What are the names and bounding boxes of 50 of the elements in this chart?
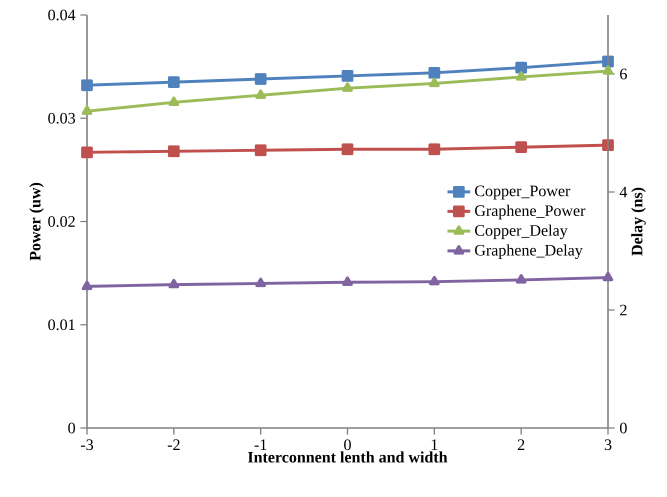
y-tick-label: 0.03 (48, 112, 76, 124)
point (429, 78, 440, 88)
x-tick-label: 1 (432, 439, 438, 450)
y2-axis-title: Delay (ns) (631, 188, 646, 256)
legend-label: Graphene_Power (475, 204, 586, 220)
x-tick-label: -3 (80, 439, 94, 450)
point (428, 143, 440, 156)
point (81, 79, 93, 92)
legend-label: Copper_Delay (475, 224, 568, 240)
point (428, 66, 440, 79)
point (342, 276, 353, 286)
point (168, 145, 180, 158)
point (168, 278, 180, 288)
x-tick-label: -2 (168, 439, 180, 450)
y-tick-label: 0 (68, 422, 76, 434)
point (515, 62, 528, 74)
point (342, 82, 353, 92)
point (82, 105, 92, 115)
y2-tick-label: 2 (620, 304, 626, 316)
point (254, 144, 267, 156)
y-axis-title: Power (uw) (29, 182, 44, 261)
y2-tick-label: 4 (620, 186, 628, 198)
point (168, 76, 180, 88)
point (255, 89, 266, 99)
point (82, 280, 92, 290)
point (515, 141, 528, 154)
x-tick-label: -1 (254, 439, 266, 450)
point (429, 276, 440, 286)
point (255, 278, 266, 288)
point (516, 71, 526, 81)
point (168, 96, 180, 106)
point (602, 272, 614, 282)
x-tick-label: 2 (518, 439, 524, 450)
x-tick-label: 3 (604, 439, 612, 450)
point (81, 146, 93, 158)
point (342, 70, 354, 82)
point (602, 65, 614, 75)
x-axis-title: Interconnent lenth and width (248, 451, 448, 463)
legend-label: Copper_Power (475, 186, 570, 200)
y-tick-label: 0.04 (48, 10, 76, 20)
legend-label: Graphene_Delay (475, 244, 583, 259)
point (516, 274, 526, 284)
point (254, 73, 267, 85)
x-tick-label: 0 (344, 439, 351, 450)
point (602, 139, 614, 151)
y2-tick-label: 6 (620, 68, 627, 80)
point (342, 143, 354, 156)
y-tick-label: 0.02 (48, 216, 75, 227)
y2-tick-label: 0 (620, 422, 627, 434)
y-tick-label: 0.01 (48, 319, 75, 330)
